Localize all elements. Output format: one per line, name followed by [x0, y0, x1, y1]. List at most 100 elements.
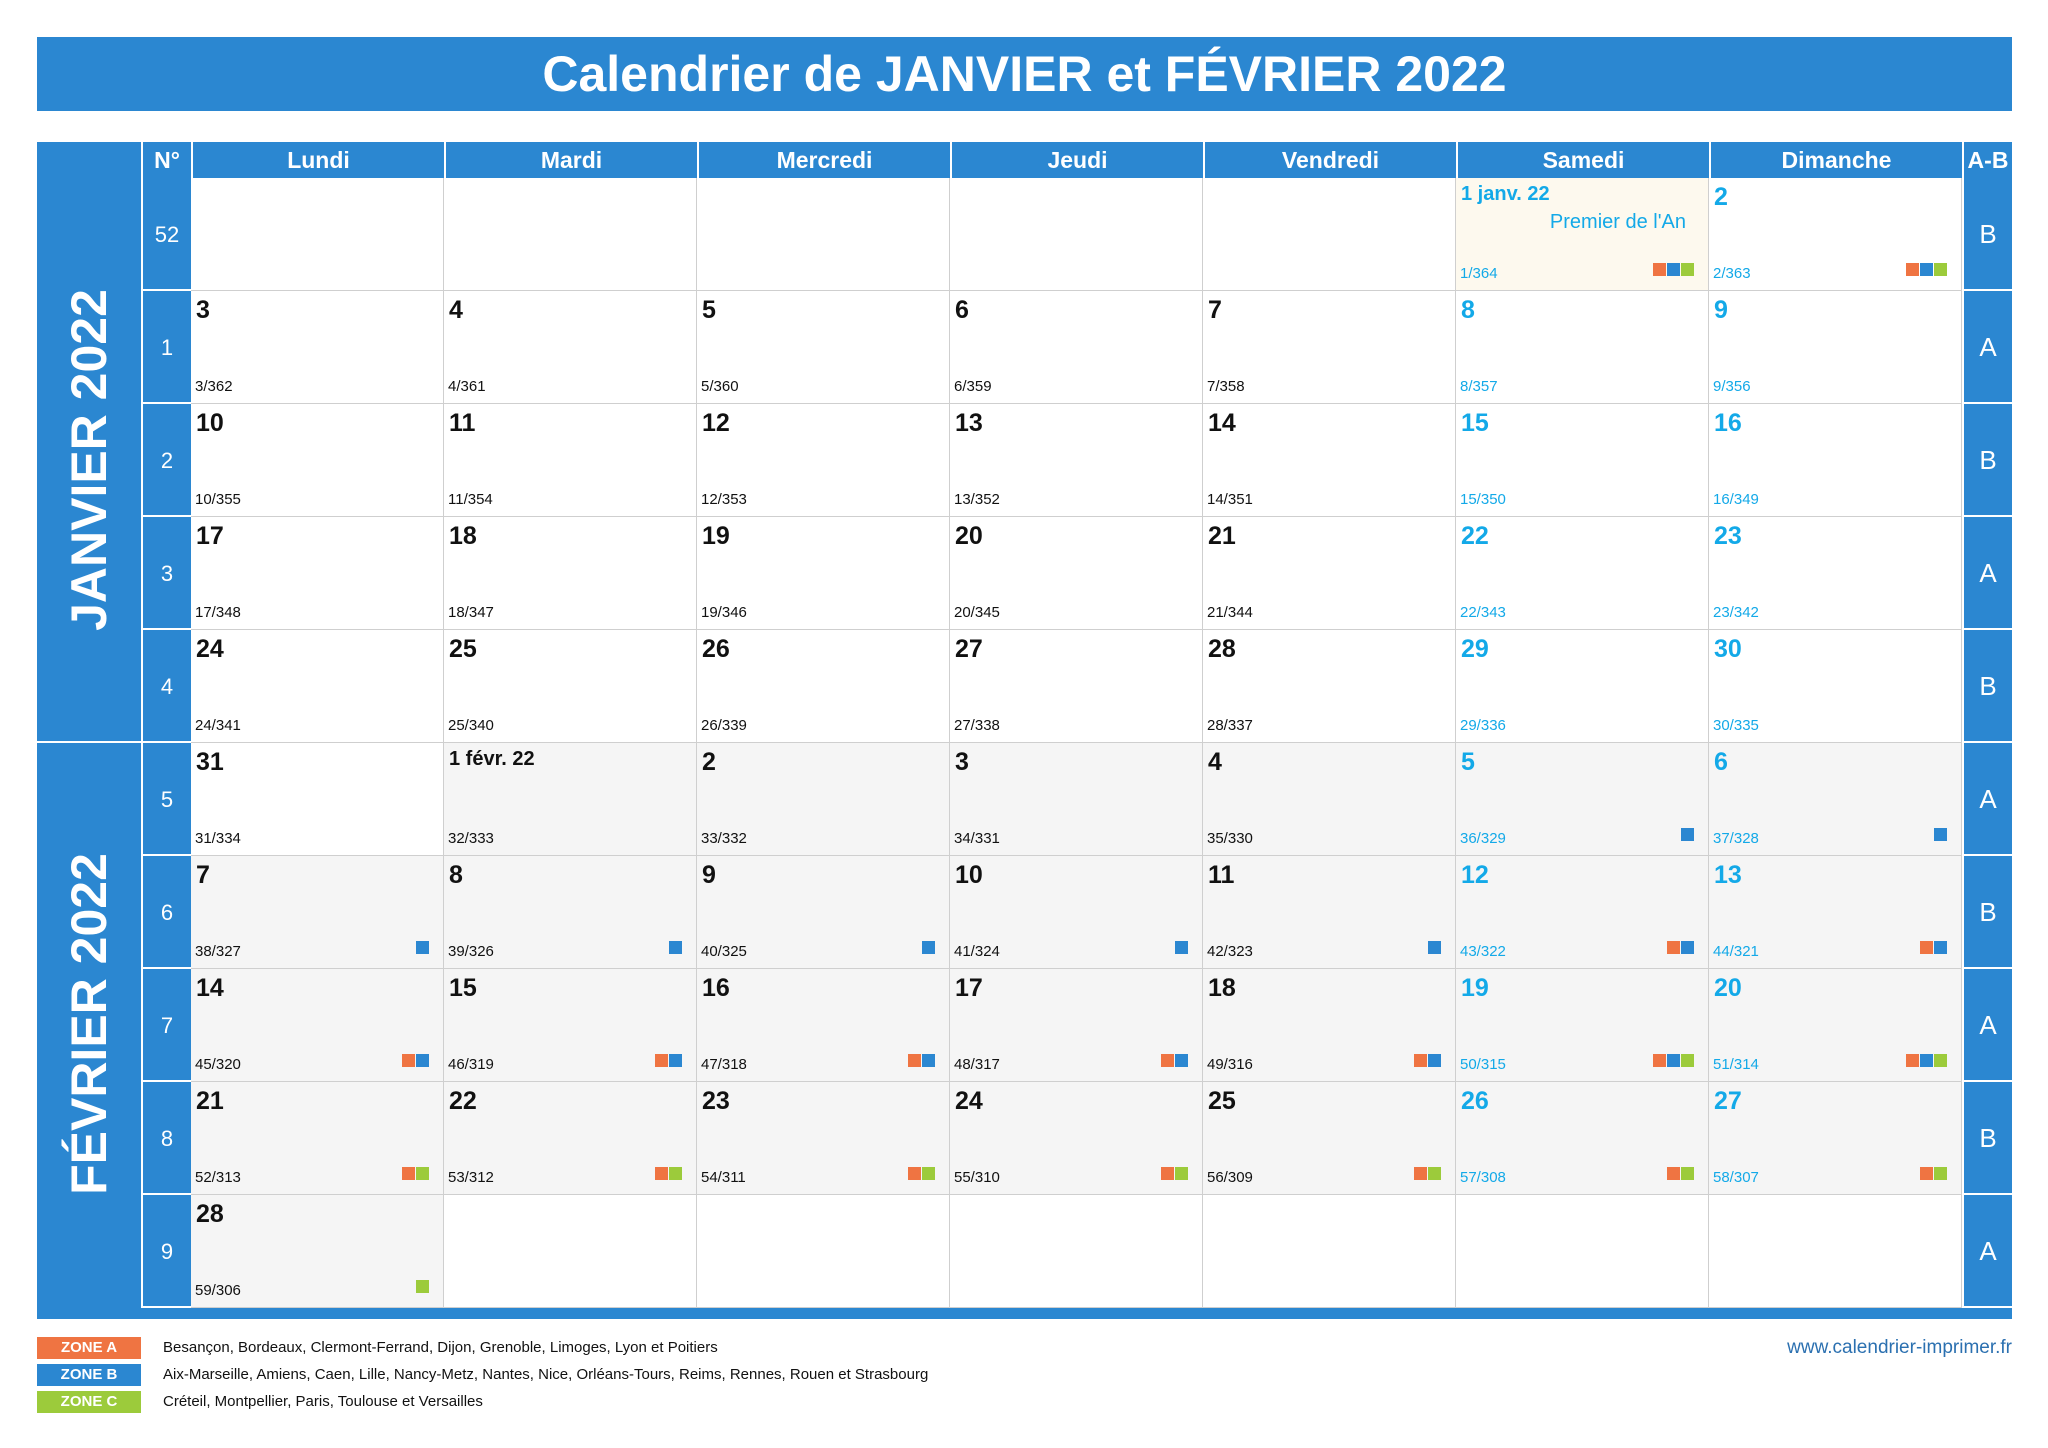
day-cell-friday[interactable]: 18 49/316: [1203, 969, 1456, 1082]
day-cell-monday[interactable]: 17 17/348: [191, 517, 444, 630]
day-cell-thursday[interactable]: 20 20/345: [950, 517, 1203, 630]
day-of-year-count: 48/317: [954, 1056, 1000, 1073]
day-number: 20: [1714, 974, 1742, 1002]
day-cell-wednesday[interactable]: 19 19/346: [697, 517, 950, 630]
day-cell-wednesday[interactable]: 12 12/353: [697, 404, 950, 517]
day-cell-sunday[interactable]: 30 30/335: [1709, 630, 1962, 743]
day-cell-monday[interactable]: 14 45/320: [191, 969, 444, 1082]
day-cell-sunday[interactable]: 9 9/356: [1709, 291, 1962, 404]
school-holiday-zones: [402, 1054, 429, 1067]
day-cell-friday[interactable]: 4 35/330: [1203, 743, 1456, 856]
day-cell-tuesday[interactable]: 4 4/361: [444, 291, 697, 404]
day-number: 15: [449, 974, 477, 1002]
day-of-year-count: 47/318: [701, 1056, 747, 1073]
day-cell-friday[interactable]: 28 28/337: [1203, 630, 1456, 743]
day-cell-thursday[interactable]: 10 41/324: [950, 856, 1203, 969]
day-of-year-count: 11/354: [448, 491, 493, 508]
day-of-year-count: 45/320: [195, 1056, 241, 1073]
day-cell-monday[interactable]: 3 3/362: [191, 291, 444, 404]
day-cell-sunday[interactable]: 6 37/328: [1709, 743, 1962, 856]
day-cell-saturday[interactable]: 29 29/336: [1456, 630, 1709, 743]
ab-week-letter: B: [1962, 404, 2012, 517]
week-number: 3: [141, 517, 191, 630]
school-holiday-zones: [1175, 941, 1188, 954]
day-of-year-count: 40/325: [701, 943, 747, 960]
day-cell-saturday[interactable]: 26 57/308: [1456, 1082, 1709, 1195]
day-cell-monday[interactable]: 7 38/327: [191, 856, 444, 969]
day-cell-monday[interactable]: 21 52/313: [191, 1082, 444, 1195]
day-cell-monday[interactable]: 31 31/334: [191, 743, 444, 856]
day-cell-saturday[interactable]: 22 22/343: [1456, 517, 1709, 630]
day-cell-sunday[interactable]: 13 44/321: [1709, 856, 1962, 969]
zone-a-marker: [1667, 941, 1680, 954]
day-number: 13: [1714, 861, 1742, 889]
day-cell-saturday[interactable]: 12 43/322: [1456, 856, 1709, 969]
day-cell-saturday[interactable]: 1 janv. 22 Premier de l'An 1/364: [1456, 178, 1709, 291]
day-cell-saturday[interactable]: 8 8/357: [1456, 291, 1709, 404]
day-cell-tuesday[interactable]: 11 11/354: [444, 404, 697, 517]
day-cell-thursday[interactable]: 17 48/317: [950, 969, 1203, 1082]
day-cell-monday[interactable]: 10 10/355: [191, 404, 444, 517]
day-cell-tuesday[interactable]: 22 53/312: [444, 1082, 697, 1195]
day-cell-tuesday[interactable]: 18 18/347: [444, 517, 697, 630]
day-number: 24: [196, 635, 224, 663]
empty-day-cell: [444, 1195, 697, 1308]
day-cell-sunday[interactable]: 20 51/314: [1709, 969, 1962, 1082]
day-header-friday: Vendredi: [1203, 142, 1456, 178]
day-header-saturday: Samedi: [1456, 142, 1709, 178]
day-of-year-count: 8/357: [1460, 378, 1498, 395]
day-number: 4: [449, 296, 463, 324]
month-label-february-text: FÉVRIER 2022: [61, 853, 118, 1195]
day-cell-monday[interactable]: 28 59/306: [191, 1195, 444, 1308]
week-number: 1: [141, 291, 191, 404]
day-cell-monday[interactable]: 24 24/341: [191, 630, 444, 743]
day-cell-tuesday[interactable]: 25 25/340: [444, 630, 697, 743]
day-cell-friday[interactable]: 7 7/358: [1203, 291, 1456, 404]
day-number: 4: [1208, 748, 1222, 776]
day-of-year-count: 46/319: [448, 1056, 494, 1073]
zone-b-marker: [922, 1054, 935, 1067]
page-title: Calendrier de JANVIER et FÉVRIER 2022: [37, 37, 2012, 111]
day-cell-wednesday[interactable]: 26 26/339: [697, 630, 950, 743]
day-cell-wednesday[interactable]: 2 33/332: [697, 743, 950, 856]
day-number: 8: [1461, 296, 1475, 324]
day-cell-thursday[interactable]: 13 13/352: [950, 404, 1203, 517]
website-link[interactable]: www.calendrier-imprimer.fr: [1787, 1337, 2012, 1358]
day-number: 25: [1208, 1087, 1236, 1115]
day-cell-thursday[interactable]: 3 34/331: [950, 743, 1203, 856]
school-holiday-zones: [1920, 941, 1947, 954]
week-number: 9: [141, 1195, 191, 1308]
day-cell-saturday[interactable]: 5 36/329: [1456, 743, 1709, 856]
day-of-year-count: 9/356: [1713, 378, 1751, 395]
zone-a-marker: [1653, 263, 1666, 276]
calendar-header: N° Lundi Mardi Mercredi Jeudi Vendredi S…: [37, 142, 2012, 178]
day-cell-friday[interactable]: 14 14/351: [1203, 404, 1456, 517]
day-cell-thursday[interactable]: 6 6/359: [950, 291, 1203, 404]
day-cell-sunday[interactable]: 23 23/342: [1709, 517, 1962, 630]
day-cell-saturday[interactable]: 19 50/315: [1456, 969, 1709, 1082]
day-cell-friday[interactable]: 21 21/344: [1203, 517, 1456, 630]
day-number: 5: [1461, 748, 1475, 776]
day-cell-thursday[interactable]: 27 27/338: [950, 630, 1203, 743]
day-cell-tuesday[interactable]: 15 46/319: [444, 969, 697, 1082]
day-number: 8: [449, 861, 463, 889]
school-holiday-zones: [669, 941, 682, 954]
day-of-year-count: 18/347: [448, 604, 494, 621]
zone-b-marker: [922, 941, 935, 954]
day-cell-friday[interactable]: 25 56/309: [1203, 1082, 1456, 1195]
day-of-year-count: 13/352: [954, 491, 1000, 508]
day-number: 18: [449, 522, 477, 550]
zone-a-marker: [1414, 1054, 1427, 1067]
day-cell-friday[interactable]: 11 42/323: [1203, 856, 1456, 969]
day-cell-thursday[interactable]: 24 55/310: [950, 1082, 1203, 1195]
day-cell-wednesday[interactable]: 9 40/325: [697, 856, 950, 969]
day-cell-sunday[interactable]: 2 2/363: [1709, 178, 1962, 291]
day-cell-tuesday[interactable]: 1 févr. 22 32/333: [444, 743, 697, 856]
day-cell-wednesday[interactable]: 16 47/318: [697, 969, 950, 1082]
day-cell-sunday[interactable]: 27 58/307: [1709, 1082, 1962, 1195]
day-cell-wednesday[interactable]: 5 5/360: [697, 291, 950, 404]
day-cell-sunday[interactable]: 16 16/349: [1709, 404, 1962, 517]
day-cell-tuesday[interactable]: 8 39/326: [444, 856, 697, 969]
day-cell-wednesday[interactable]: 23 54/311: [697, 1082, 950, 1195]
day-cell-saturday[interactable]: 15 15/350: [1456, 404, 1709, 517]
